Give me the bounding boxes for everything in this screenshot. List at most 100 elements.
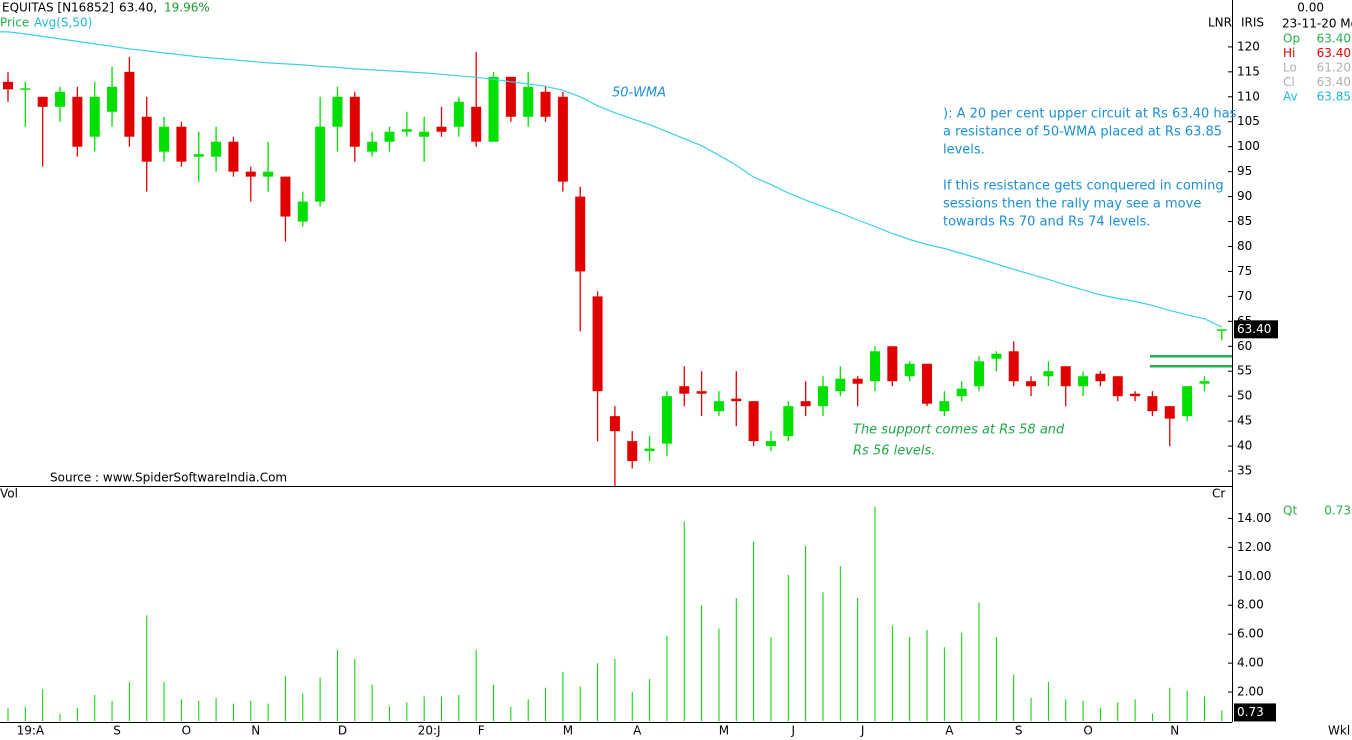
x-tick-label: A: [945, 724, 954, 738]
volume-tag: 0.73: [1237, 705, 1264, 719]
y-tick-label: 60: [1237, 339, 1252, 353]
candle-body: [193, 154, 204, 157]
candle-body: [1182, 386, 1193, 417]
annotation: If this resistance gets conquered in com…: [943, 179, 1224, 194]
candle-body: [1130, 393, 1141, 397]
y-tick-label: 80: [1237, 239, 1252, 253]
volume-unit: Cr: [1212, 487, 1225, 501]
candle-body: [644, 448, 655, 452]
annotation: levels.: [943, 143, 985, 158]
candle-body: [956, 388, 967, 397]
candle-body: [904, 363, 915, 377]
legend-avg: Avg(S,50): [34, 16, 92, 30]
y-tick-label: 75: [1237, 264, 1252, 278]
candle-body: [332, 96, 343, 127]
candle-body: [124, 71, 135, 137]
candle-body: [887, 346, 898, 382]
x-tick-label: N: [251, 724, 260, 738]
x-tick-label: 20:J: [418, 724, 441, 738]
candle-body: [107, 86, 118, 112]
y-tick-label: 8.00: [1237, 598, 1264, 612]
candle-body: [540, 91, 551, 117]
candle-body: [297, 201, 308, 222]
candle-body: [3, 81, 13, 90]
field-value: 61.20: [1317, 61, 1351, 75]
y-tick-label: 110: [1237, 89, 1260, 103]
candle-body: [557, 96, 568, 182]
candle-body: [609, 416, 620, 432]
candle-body: [1147, 396, 1158, 412]
candle-body: [783, 406, 794, 437]
x-tick-label: O: [182, 724, 191, 738]
x-tick-label: D: [338, 724, 347, 738]
y-tick-label: 85: [1237, 214, 1252, 228]
annotation: 50-WMA: [612, 86, 666, 101]
y-tick-label: 6.00: [1237, 627, 1264, 641]
x-tick-label: S: [1015, 724, 1023, 738]
qt-label: Qt: [1283, 504, 1297, 518]
x-tick-label: N: [1170, 724, 1179, 738]
candle-body: [765, 441, 776, 447]
annotation: a resistance of 50-WMA placed at Rs 63.8…: [943, 125, 1222, 140]
x-tick-label: J: [860, 724, 865, 738]
candle-body: [696, 391, 707, 394]
candle-body: [523, 86, 534, 117]
candle-body: [922, 363, 933, 404]
y-tick-label: 45: [1237, 414, 1252, 428]
annotation: towards Rs 70 and Rs 74 levels.: [943, 215, 1151, 230]
tab: IRIS: [1241, 16, 1264, 30]
y-tick-label: 95: [1237, 164, 1252, 178]
x-tick-label: 19:A: [17, 724, 45, 738]
y-tick-label: 55: [1237, 364, 1252, 378]
candle-body: [1060, 366, 1071, 387]
x-tick-label: O: [1083, 724, 1092, 738]
candle-body: [870, 351, 880, 382]
tab: LNR: [1208, 16, 1232, 30]
candle-body: [1078, 376, 1089, 387]
y-tick-label: 14.00: [1237, 511, 1271, 525]
candle-body: [176, 126, 187, 162]
y-tick-label: 4.00: [1237, 656, 1264, 670]
annotation: ): A 20 per cent upper circuit at Rs 63.…: [943, 107, 1237, 122]
candle-body: [419, 131, 430, 137]
field-name: Cl: [1283, 75, 1295, 89]
candle-body: [627, 441, 638, 462]
field-value: 63.40: [1317, 75, 1351, 89]
volume-tag-box: [1234, 703, 1276, 722]
candle-body: [1216, 329, 1227, 331]
field-value: 63.85: [1317, 90, 1351, 104]
y-tick-label: 12.00: [1237, 540, 1271, 554]
candle-body: [436, 126, 447, 132]
candle-body: [367, 141, 378, 152]
candle-body: [263, 171, 274, 177]
source: Source : www.SpiderSoftwareIndia.Com: [50, 471, 287, 485]
field-value: 63.40: [1317, 46, 1351, 60]
y-tick-label: 90: [1237, 189, 1252, 203]
y-tick-label: 10.00: [1237, 569, 1271, 583]
candle-body: [1026, 381, 1037, 387]
legend-price: Price: [0, 16, 29, 30]
candle-body: [835, 378, 846, 392]
candle-body: [228, 141, 239, 172]
candle-body: [974, 361, 985, 387]
candle-body: [55, 91, 66, 107]
annotation: Rs 56 levels.: [853, 444, 935, 459]
candle-body: [349, 96, 360, 147]
y-tick-label: 35: [1237, 464, 1252, 478]
candle-body: [1043, 371, 1054, 377]
candle-body: [1112, 376, 1123, 397]
field-name: Lo: [1283, 61, 1297, 75]
x-tick-label: J: [791, 724, 796, 738]
y-tick-label: 2.00: [1237, 685, 1264, 699]
y-tick-label: 100: [1237, 139, 1260, 153]
candle-body: [817, 386, 828, 407]
candle-body: [141, 116, 152, 162]
price-tag: 63.40: [1237, 322, 1271, 336]
candle-body: [89, 96, 100, 137]
candle-body: [575, 196, 586, 272]
date: 23-11-20 Mo: [1282, 17, 1352, 31]
field-value: 63.40: [1317, 32, 1351, 46]
candle-body: [20, 88, 31, 90]
candle-body: [245, 171, 256, 177]
